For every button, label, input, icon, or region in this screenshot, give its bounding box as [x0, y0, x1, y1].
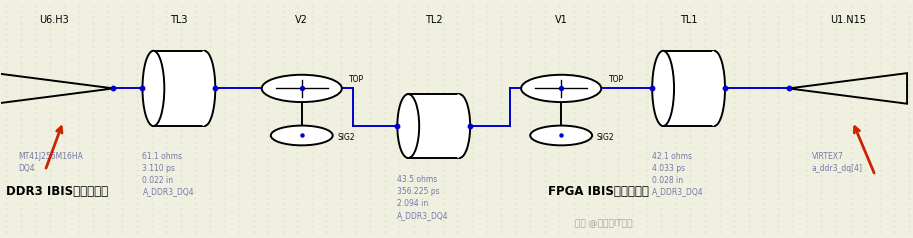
- Ellipse shape: [271, 126, 332, 145]
- Text: DDR3 IBIS模型输出端: DDR3 IBIS模型输出端: [6, 185, 108, 198]
- Ellipse shape: [397, 94, 419, 158]
- Text: V2: V2: [295, 15, 309, 25]
- Text: MT41J256M16HA
DQ4: MT41J256M16HA DQ4: [17, 152, 83, 173]
- Text: TOP: TOP: [349, 74, 364, 84]
- Text: V1: V1: [555, 15, 568, 25]
- Text: SIG2: SIG2: [337, 133, 355, 142]
- Ellipse shape: [448, 94, 470, 158]
- Ellipse shape: [142, 51, 164, 126]
- Text: TL2: TL2: [425, 15, 443, 25]
- Bar: [663, 51, 714, 126]
- Text: VIRTEX7
a_ddr3_dq[4]: VIRTEX7 a_ddr3_dq[4]: [812, 152, 863, 173]
- Text: FPGA IBIS模型输入端: FPGA IBIS模型输入端: [548, 185, 648, 198]
- Ellipse shape: [262, 75, 341, 102]
- Text: TL3: TL3: [170, 15, 188, 25]
- Ellipse shape: [194, 51, 215, 126]
- Bar: [153, 51, 205, 126]
- Text: TL1: TL1: [680, 15, 698, 25]
- Text: 头条 @四龙会IT技术: 头条 @四龙会IT技术: [575, 218, 633, 227]
- Text: SIG2: SIG2: [597, 133, 614, 142]
- Text: 42.1 ohms
4.033 ps
0.028 in
A_DDR3_DQ4: 42.1 ohms 4.033 ps 0.028 in A_DDR3_DQ4: [652, 152, 704, 196]
- Ellipse shape: [652, 51, 674, 126]
- Text: 43.5 ohms
356.225 ps
2.094 in
A_DDR3_DQ4: 43.5 ohms 356.225 ps 2.094 in A_DDR3_DQ4: [397, 175, 449, 220]
- Text: 61.1 ohms
3.110 ps
0.022 in
A_DDR3_DQ4: 61.1 ohms 3.110 ps 0.022 in A_DDR3_DQ4: [142, 152, 194, 196]
- Ellipse shape: [521, 75, 602, 102]
- Text: TOP: TOP: [608, 74, 624, 84]
- Bar: [408, 94, 459, 158]
- Ellipse shape: [530, 126, 593, 145]
- Text: U6.H3: U6.H3: [39, 15, 69, 25]
- Ellipse shape: [703, 51, 725, 126]
- Text: U1.N15: U1.N15: [830, 15, 866, 25]
